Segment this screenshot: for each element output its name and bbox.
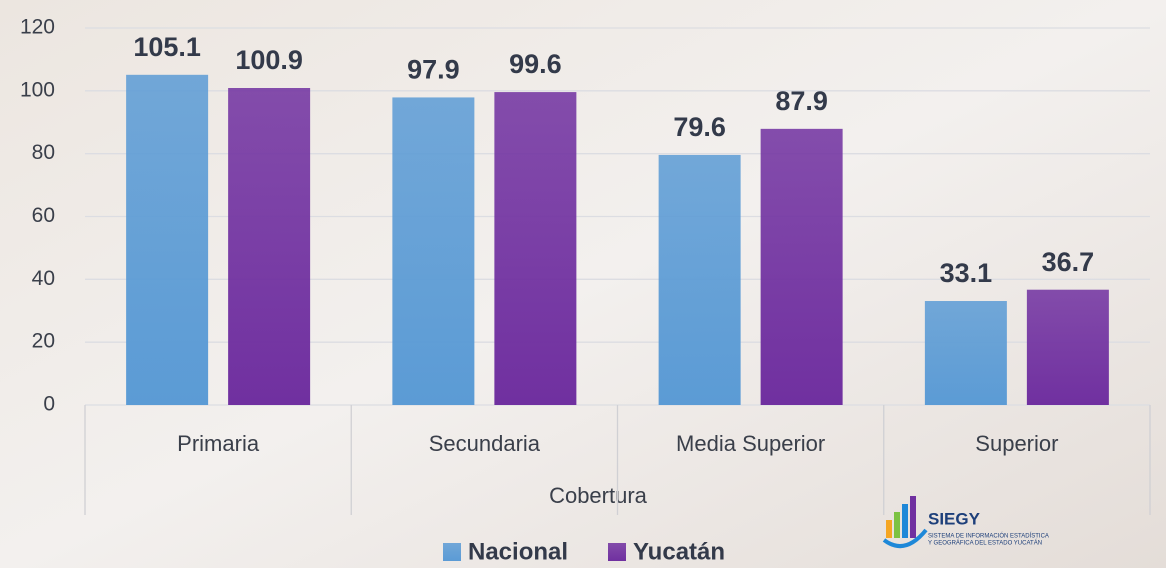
- bar: [1026, 289, 1109, 405]
- bar: [494, 92, 577, 405]
- legend-label: Yucatán: [633, 538, 725, 565]
- y-tick-label: 0: [43, 393, 55, 416]
- legend-swatch: [608, 543, 626, 561]
- data-label: 105.1: [133, 32, 201, 62]
- bar: [392, 97, 475, 405]
- logo-text: Y GEOGRÁFICA DEL ESTADO YUCATÁN: [928, 540, 1042, 547]
- legend-label: Nacional: [468, 538, 568, 565]
- logo: SIEGY SISTEMA DE INFORMACIÓN ESTADÍSTICA…: [882, 496, 1049, 549]
- y-tick-label: 100: [20, 78, 55, 101]
- logo-bar: [886, 520, 892, 538]
- logo-bar: [910, 496, 916, 538]
- logo-text: SISTEMA DE INFORMACIÓN ESTADÍSTICA: [928, 533, 1049, 540]
- y-tick-label: 20: [32, 330, 55, 353]
- bar: [228, 88, 311, 406]
- data-label: 33.1: [940, 258, 993, 288]
- x-tick-label: Media Superior: [676, 431, 825, 456]
- y-tick-label: 80: [32, 141, 55, 164]
- bar: [126, 74, 209, 405]
- logo-swoosh: [882, 528, 928, 549]
- logo-bar: [902, 504, 908, 538]
- logo-name: SIEGY: [928, 509, 981, 528]
- data-label: 87.9: [775, 86, 828, 116]
- y-tick-label: 40: [32, 267, 55, 290]
- x-axis-title: Cobertura: [549, 483, 648, 508]
- data-label: 100.9: [235, 45, 303, 75]
- bar: [658, 154, 741, 405]
- y-tick-label: 120: [20, 16, 55, 39]
- data-label: 97.9: [407, 55, 460, 85]
- bar: [760, 128, 843, 405]
- x-tick-label: Secundaria: [429, 431, 541, 456]
- x-tick-label: Primaria: [177, 431, 260, 456]
- legend-swatch: [443, 543, 461, 561]
- x-tick-label: Superior: [975, 431, 1058, 456]
- data-label: 79.6: [673, 112, 726, 142]
- bar: [924, 301, 1007, 405]
- data-label: 99.6: [509, 49, 562, 79]
- logo-bar: [894, 512, 900, 538]
- data-label: 36.7: [1042, 247, 1095, 277]
- y-tick-label: 60: [32, 204, 55, 227]
